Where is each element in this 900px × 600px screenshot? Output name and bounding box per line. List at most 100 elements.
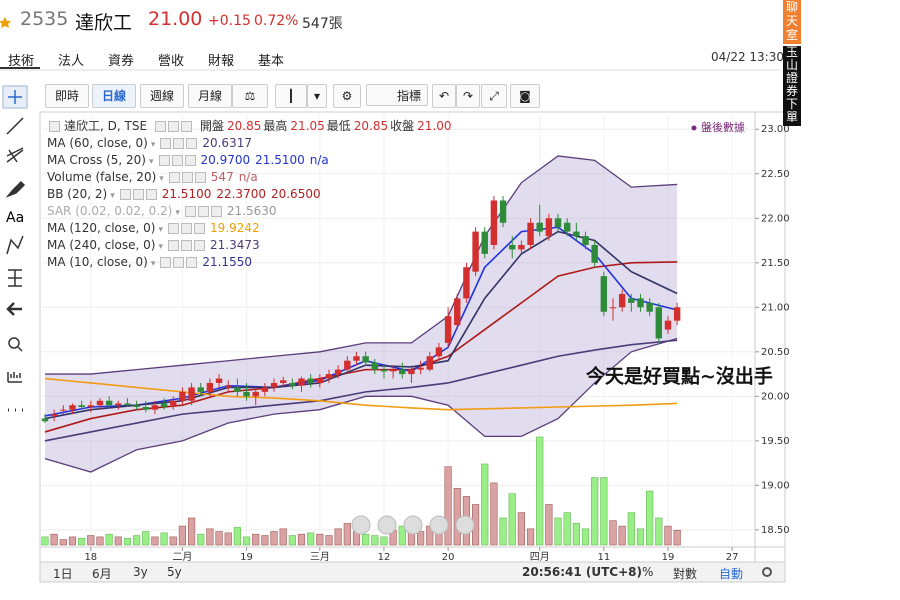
- fullscreen-button[interactable]: ⤢: [481, 84, 507, 108]
- zoom-out[interactable]: [377, 515, 397, 535]
- period-button[interactable]: 日線: [92, 84, 136, 108]
- volume-bar: [215, 531, 223, 546]
- chat-button[interactable]: 聊天室: [783, 0, 801, 44]
- legend-row: MA Cross (5, 20) ▾ 20.9700 21.5100 n/a: [47, 152, 329, 169]
- reset[interactable]: [403, 515, 423, 535]
- legend-label: Volume (false, 20): [47, 170, 157, 184]
- range-button[interactable]: 6月: [92, 567, 112, 581]
- candle-body: [243, 391, 250, 397]
- candle-body: [518, 244, 525, 250]
- legend-icon: [158, 155, 170, 166]
- fib-tool[interactable]: [6, 147, 24, 163]
- tab[interactable]: 財報: [208, 54, 235, 69]
- log-toggle[interactable]: 對數: [673, 567, 698, 581]
- snapshot-button[interactable]: ◙: [510, 84, 540, 108]
- volume-bar: [526, 528, 535, 546]
- candle-body: [481, 231, 488, 254]
- range-button[interactable]: 5y: [167, 565, 182, 579]
- candle-body: [334, 369, 342, 375]
- zoom-tool[interactable]: [8, 337, 20, 349]
- text-tool[interactable]: Aa: [6, 210, 24, 226]
- candle-dropdown[interactable]: ▾: [307, 84, 327, 108]
- ohlc-title: 達欣工, D, TSE: [64, 119, 148, 133]
- scroll-right[interactable]: [455, 515, 475, 535]
- legend-label: MA (10, close, 0): [47, 255, 148, 269]
- legend-value: 22.3700: [216, 187, 266, 201]
- order-button[interactable]: 玉山證券下單: [783, 46, 801, 126]
- ruler-tool[interactable]: [7, 372, 22, 383]
- range-button[interactable]: 1日: [53, 567, 73, 581]
- scroll-left[interactable]: [351, 515, 371, 535]
- candle-body: [637, 298, 644, 308]
- volume-bar: [600, 477, 608, 546]
- settings-button[interactable]: ⚙: [333, 84, 361, 108]
- ohlc-value: 21.00: [417, 119, 452, 133]
- legend-caret: ▾: [159, 174, 164, 184]
- legend-icon: [160, 257, 172, 268]
- volume-bar: [591, 477, 599, 546]
- volume-bar: [68, 536, 77, 546]
- candle-body: [582, 236, 589, 245]
- candle-button[interactable]: ┃: [275, 84, 307, 108]
- period-button[interactable]: 即時: [45, 84, 89, 108]
- percent-toggle[interactable]: %: [642, 565, 654, 579]
- y-tick-label: 23.00: [761, 124, 790, 135]
- indicator-button[interactable]: 指標: [366, 84, 428, 106]
- brush-tool[interactable]: [5, 180, 26, 198]
- candle-body: [454, 298, 461, 326]
- volume-bar: [517, 512, 525, 546]
- candle-body: [142, 407, 149, 410]
- volume-bar: [114, 536, 122, 546]
- y-tick-label: 21.50: [761, 258, 790, 269]
- ohlc-value: 21.05: [290, 119, 325, 133]
- period-button[interactable]: 週線: [140, 84, 184, 108]
- volume-bar: [50, 533, 58, 546]
- legend-label: MA (240, close, 0): [47, 238, 156, 252]
- tab[interactable]: 基本: [258, 54, 285, 69]
- candle-body: [509, 244, 516, 250]
- volume-bar: [508, 493, 516, 546]
- auto-toggle[interactable]: 自動: [719, 567, 744, 581]
- range-button[interactable]: 3y: [133, 565, 148, 579]
- scale-button[interactable]: ⚖: [232, 84, 268, 108]
- volume-bar: [371, 535, 379, 546]
- candle-body: [225, 385, 232, 388]
- x-tick-label: 19: [240, 552, 253, 563]
- candle-body: [527, 222, 534, 245]
- back-tool[interactable]: [6, 302, 22, 316]
- legend-row: MA (60, close, 0) ▾ 20.6317: [47, 135, 252, 152]
- tab[interactable]: 法人: [58, 54, 85, 69]
- x-tick-label: 11: [597, 552, 610, 563]
- candle-body: [499, 200, 507, 223]
- undo-button[interactable]: ↶: [432, 84, 456, 108]
- tab[interactable]: 營收: [158, 54, 185, 69]
- legend-row: MA (240, close, 0) ▾ 21.3473: [47, 237, 260, 254]
- legend-icon: [171, 155, 183, 166]
- candle-body: [50, 414, 58, 416]
- tab[interactable]: 資券: [108, 54, 135, 69]
- pattern-tool[interactable]: [6, 235, 24, 255]
- star-icon[interactable]: [0, 17, 11, 28]
- legend-value: 21.5100: [161, 187, 212, 201]
- volume-bar: [224, 532, 232, 546]
- legend-caret: ▾: [158, 242, 163, 252]
- x-tick-label: 20: [442, 552, 455, 563]
- settings-icon[interactable]: [762, 567, 772, 577]
- legend-value: 21.5100: [255, 153, 305, 167]
- period-button[interactable]: 月線: [188, 84, 232, 108]
- measure-tool[interactable]: [8, 269, 22, 287]
- candle-body: [197, 387, 204, 392]
- redo-button[interactable]: ↷: [456, 84, 480, 108]
- legend-icon: [186, 257, 198, 268]
- volume-bar: [78, 537, 86, 546]
- legend-row: MA (120, close, 0) ▾ 19.9242: [47, 220, 260, 237]
- zoom-in[interactable]: [429, 515, 449, 535]
- tab[interactable]: 技術: [8, 54, 35, 69]
- trend-tool[interactable]: [6, 117, 24, 135]
- candle-body: [279, 380, 287, 383]
- volume-bar: [444, 466, 452, 546]
- legend-value: 20.6317: [202, 136, 252, 150]
- legend-icon: [168, 121, 180, 132]
- volume-bar: [646, 490, 654, 546]
- y-tick-label: 19.50: [761, 436, 790, 447]
